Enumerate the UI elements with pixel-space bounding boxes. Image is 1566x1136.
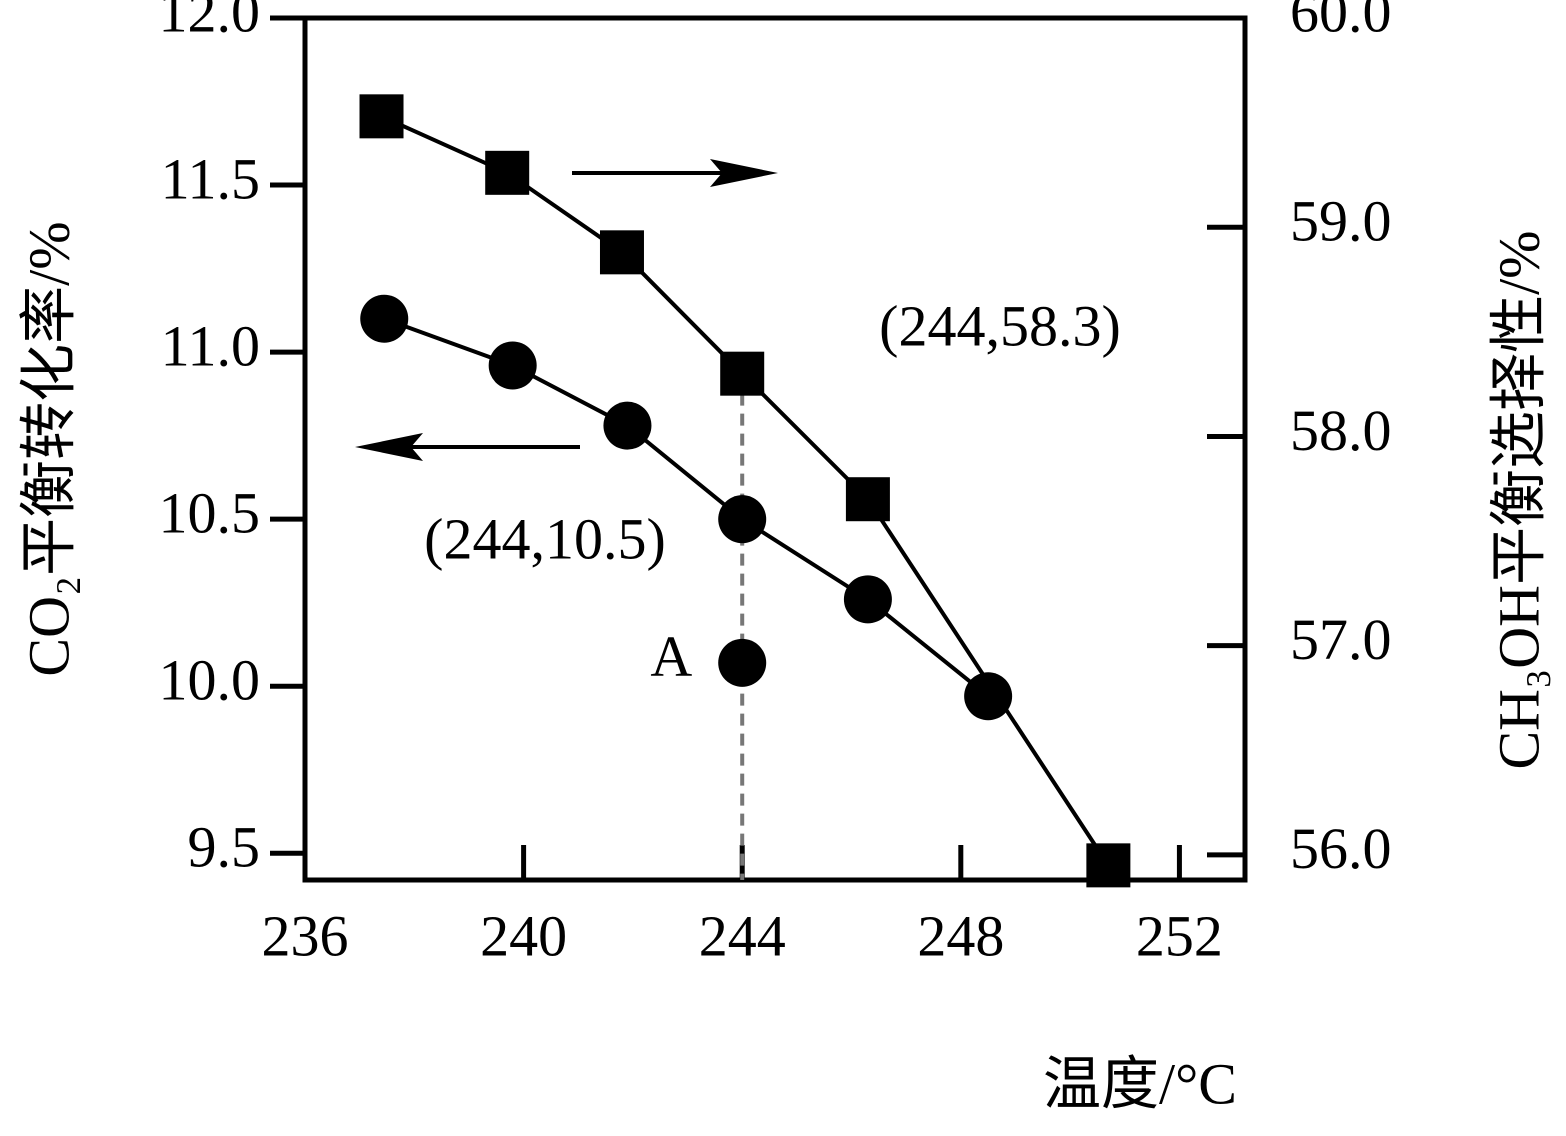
annotation: (244,58.3) [879, 293, 1121, 358]
plot-frame [302, 15, 1248, 883]
y2-tick-label: 60.0 [1290, 0, 1392, 44]
x-tick-label: 236 [262, 903, 349, 968]
square-marker [359, 94, 404, 139]
y2-tick-label: 59.0 [1290, 189, 1392, 254]
y2-axis-label: CH₃OH平衡选择性/% [1486, 231, 1551, 770]
circle-marker [843, 575, 892, 624]
square-marker [1086, 843, 1131, 888]
y-axis-label: CO₂平衡转化率/% [16, 221, 81, 676]
circle-marker [488, 341, 537, 390]
x-tick-label: 252 [1136, 903, 1223, 968]
circle-marker [360, 294, 409, 343]
circle-marker [718, 495, 767, 544]
circle-marker [603, 401, 652, 450]
square-marker [485, 150, 530, 195]
arrow-left [355, 433, 580, 461]
y-tick-label: 12.0 [159, 0, 261, 44]
point-a [718, 638, 767, 687]
arrow-right [572, 159, 778, 187]
square-marker [845, 477, 890, 522]
y2-tick-label: 58.0 [1290, 398, 1392, 463]
y-tick-label: 9.5 [188, 815, 261, 880]
y-tick-label: 11.5 [161, 146, 260, 211]
series-line [380, 114, 1111, 867]
y-tick-label: 10.0 [159, 648, 261, 713]
y2-tick-label: 56.0 [1290, 816, 1392, 881]
x-tick-label: 240 [480, 903, 567, 968]
annotation: (244,10.5) [424, 506, 666, 571]
y2-tick-label: 57.0 [1290, 607, 1392, 672]
x-tick-label: 248 [917, 903, 1004, 968]
x-tick-label: 244 [699, 903, 786, 968]
y-tick-label: 10.5 [159, 480, 261, 545]
point-a-label: A [650, 624, 692, 689]
square-marker [720, 351, 765, 396]
y-tick-label: 11.0 [161, 313, 260, 378]
x-axis-label: 温度/°C [1043, 1051, 1237, 1116]
circle-marker [964, 672, 1013, 721]
square-marker [599, 230, 644, 275]
